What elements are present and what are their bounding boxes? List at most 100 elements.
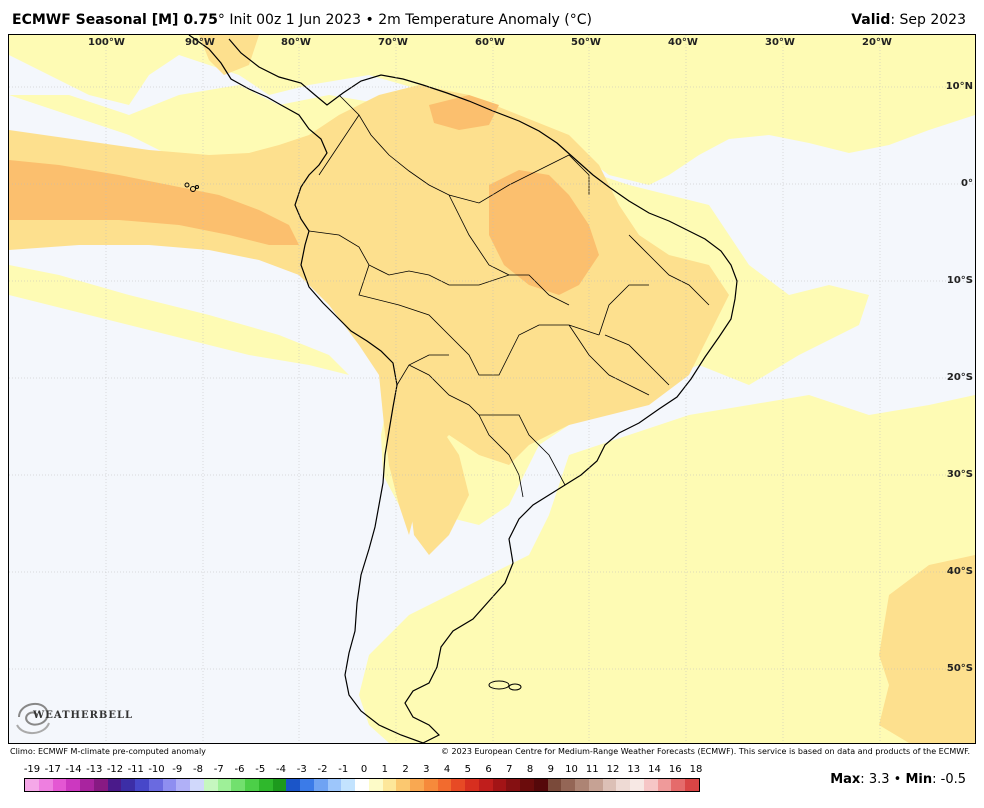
- latitude-label: 20°S: [946, 372, 973, 383]
- anomaly-region-strong: [489, 170, 599, 295]
- anomaly-map[interactable]: 100°W 90°W 80°W 70°W 60°W 50°W 40°W 30°W 20°W 10…: [8, 34, 976, 744]
- longitude-label: 50°W: [571, 37, 601, 48]
- color-swatch: [616, 779, 630, 791]
- color-swatch: [355, 779, 369, 791]
- falkland-islands: [488, 680, 522, 691]
- color-swatch: [52, 779, 67, 791]
- color-swatch: [272, 779, 287, 791]
- color-swatch: [451, 779, 465, 791]
- color-swatch: [135, 779, 149, 791]
- max-label: Max: [830, 772, 861, 787]
- color-scale-label: -14: [65, 764, 82, 775]
- max-value: 3.3: [868, 772, 890, 787]
- color-swatch: [423, 779, 438, 791]
- color-scale-label: 6: [485, 764, 492, 775]
- color-scale-label: 1: [381, 764, 388, 775]
- valid-value: : Sep 2023: [890, 12, 966, 28]
- stats-bullet: •: [893, 772, 902, 787]
- color-scale-label: 7: [506, 764, 513, 775]
- color-scale-label: -4: [276, 764, 286, 775]
- longitude-label: 20°W: [862, 37, 892, 48]
- color-swatch: [327, 779, 342, 791]
- longitude-label: 90°W: [185, 37, 215, 48]
- color-scale-label: -7: [213, 764, 224, 775]
- color-scale-label: 13: [627, 764, 641, 775]
- color-scale-label: 11: [585, 764, 599, 775]
- color-swatch: [93, 779, 108, 791]
- color-swatch: [533, 779, 548, 791]
- color-swatch: [38, 779, 53, 791]
- color-scale: -19 -17 -14 -13 -12 -11 -10 -9 -8 -7 -6 -5 -4 -3 -2 -1 0…: [20, 764, 703, 800]
- galapagos-islands: [184, 182, 199, 192]
- valid-label: Valid: [851, 12, 891, 28]
- map-title: ECMWF Seasonal [M] 0.75° Init 00z 1 Jun …: [12, 12, 592, 28]
- longitude-label: 70°W: [378, 37, 408, 48]
- color-swatch: [657, 779, 672, 791]
- color-swatch: [25, 779, 39, 791]
- color-swatch: [176, 779, 190, 791]
- color-swatch: [410, 779, 424, 791]
- color-scale-label: -1: [338, 764, 349, 775]
- min-label: Min: [905, 772, 933, 787]
- anomaly-region-medium: [879, 555, 975, 743]
- color-swatch: [190, 779, 204, 791]
- color-swatch: [492, 779, 507, 791]
- graticule: [9, 35, 975, 743]
- color-scale-label: -10: [148, 764, 165, 775]
- max-min-stats: Max: 3.3 • Min: -0.5: [830, 772, 966, 787]
- color-swatch: [685, 779, 699, 791]
- color-swatch: [300, 779, 314, 791]
- swirl-logo-icon: [16, 702, 50, 734]
- latitude-label: 0°: [961, 178, 973, 189]
- anomaly-region-strong: [9, 160, 299, 245]
- color-scale-label: -19: [23, 764, 41, 775]
- color-swatch: [107, 779, 122, 791]
- color-swatch: [217, 779, 232, 791]
- field-unit: °C: [569, 12, 587, 28]
- color-scale-label: 3: [423, 764, 430, 775]
- color-scale-label: -2: [317, 764, 328, 775]
- color-swatch: [437, 779, 452, 791]
- anomaly-region-light: [9, 265, 349, 375]
- color-scale-label: -3: [296, 764, 307, 775]
- color-swatch: [368, 779, 383, 791]
- color-swatch: [341, 779, 355, 791]
- latitude-label: 50°S: [946, 663, 973, 674]
- color-scale-label: -8: [193, 764, 203, 775]
- color-swatch: [231, 779, 245, 791]
- longitude-label: 100°W: [88, 37, 125, 48]
- color-swatch: [478, 779, 493, 791]
- title-bullet: •: [365, 12, 374, 28]
- weatherbell-logo: WEATHERBELL: [13, 695, 133, 743]
- color-swatch: [561, 779, 575, 791]
- color-swatch: [643, 779, 658, 791]
- color-scale-labels: -19 -17 -14 -13 -12 -11 -10 -9 -8 -7 -6 -5 -4 -3 -2 -1 0…: [20, 764, 703, 778]
- color-scale-label: 14: [648, 764, 661, 775]
- color-scale-label: 9: [547, 764, 554, 775]
- color-swatch: [286, 779, 300, 791]
- logo-text: WEATHERBELL: [33, 710, 134, 721]
- color-swatch: [148, 779, 163, 791]
- anomaly-region-medium: [199, 35, 259, 75]
- model-name: ECMWF Seasonal [M] 0.75: [12, 12, 218, 28]
- coastline: [188, 35, 738, 743]
- color-swatch: [575, 779, 589, 791]
- color-swatch: [547, 779, 562, 791]
- color-scale-label: 10: [565, 764, 578, 775]
- color-swatch: [588, 779, 603, 791]
- color-swatch: [313, 779, 328, 791]
- color-scale-label: 5: [464, 764, 471, 775]
- color-swatch: [602, 779, 617, 791]
- color-scale-label: -17: [44, 764, 61, 775]
- ecmwf-credit: © 2023 European Centre for Medium-Range …: [441, 747, 970, 756]
- color-scale-label: 8: [526, 764, 534, 775]
- color-scale-label: -12: [106, 764, 124, 775]
- color-scale-label: -9: [172, 764, 183, 775]
- color-scale-bar: [24, 778, 700, 792]
- color-swatch: [121, 779, 135, 791]
- anomaly-region-light: [359, 395, 975, 743]
- longitude-label: 60°W: [475, 37, 505, 48]
- color-scale-label: -5: [255, 764, 266, 775]
- valid-time: Valid: Sep 2023: [851, 12, 966, 28]
- degree-mark: °: [217, 12, 225, 28]
